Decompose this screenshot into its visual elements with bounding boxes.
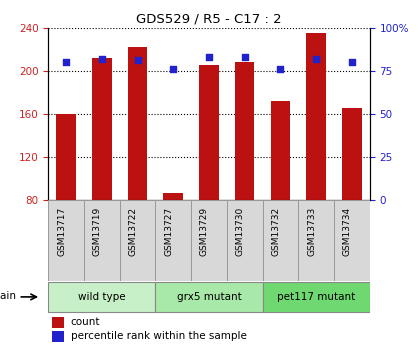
Text: GSM13727: GSM13727	[164, 207, 173, 256]
Point	[63, 59, 70, 65]
Text: GSM13732: GSM13732	[271, 207, 281, 256]
Text: GSM13734: GSM13734	[343, 207, 352, 256]
FancyBboxPatch shape	[227, 200, 262, 281]
FancyBboxPatch shape	[262, 200, 298, 281]
Text: GSM13733: GSM13733	[307, 207, 316, 256]
Bar	[235, 62, 255, 200]
Bar	[163, 193, 183, 200]
Text: GSM13729: GSM13729	[200, 207, 209, 256]
FancyBboxPatch shape	[155, 282, 262, 312]
Bar	[342, 108, 362, 200]
FancyBboxPatch shape	[120, 200, 155, 281]
Point	[312, 56, 319, 61]
Bar	[56, 114, 76, 200]
Point	[98, 56, 105, 61]
Bar	[128, 47, 147, 200]
FancyBboxPatch shape	[298, 200, 334, 281]
Point	[206, 54, 212, 60]
Text: GSM13717: GSM13717	[57, 207, 66, 256]
Text: wild type: wild type	[78, 292, 126, 302]
Text: grx5 mutant: grx5 mutant	[176, 292, 242, 302]
FancyBboxPatch shape	[334, 200, 370, 281]
Bar	[270, 101, 290, 200]
Bar	[52, 317, 64, 328]
Bar	[92, 58, 112, 200]
FancyBboxPatch shape	[48, 282, 155, 312]
Text: count: count	[71, 317, 100, 327]
Bar	[52, 331, 64, 342]
Bar	[199, 65, 219, 200]
Bar	[306, 33, 326, 200]
Title: GDS529 / R5 - C17 : 2: GDS529 / R5 - C17 : 2	[136, 12, 282, 25]
FancyBboxPatch shape	[155, 200, 191, 281]
Point	[170, 66, 177, 72]
Text: GSM13730: GSM13730	[236, 207, 244, 256]
Point	[134, 58, 141, 63]
Point	[277, 66, 284, 72]
FancyBboxPatch shape	[84, 200, 120, 281]
FancyBboxPatch shape	[262, 282, 370, 312]
Point	[349, 59, 355, 65]
Text: percentile rank within the sample: percentile rank within the sample	[71, 332, 247, 342]
Text: strain: strain	[0, 291, 17, 301]
FancyBboxPatch shape	[191, 200, 227, 281]
Text: GSM13722: GSM13722	[129, 207, 138, 256]
Point	[241, 54, 248, 60]
Text: GSM13719: GSM13719	[93, 207, 102, 256]
Text: pet117 mutant: pet117 mutant	[277, 292, 355, 302]
FancyBboxPatch shape	[48, 200, 84, 281]
